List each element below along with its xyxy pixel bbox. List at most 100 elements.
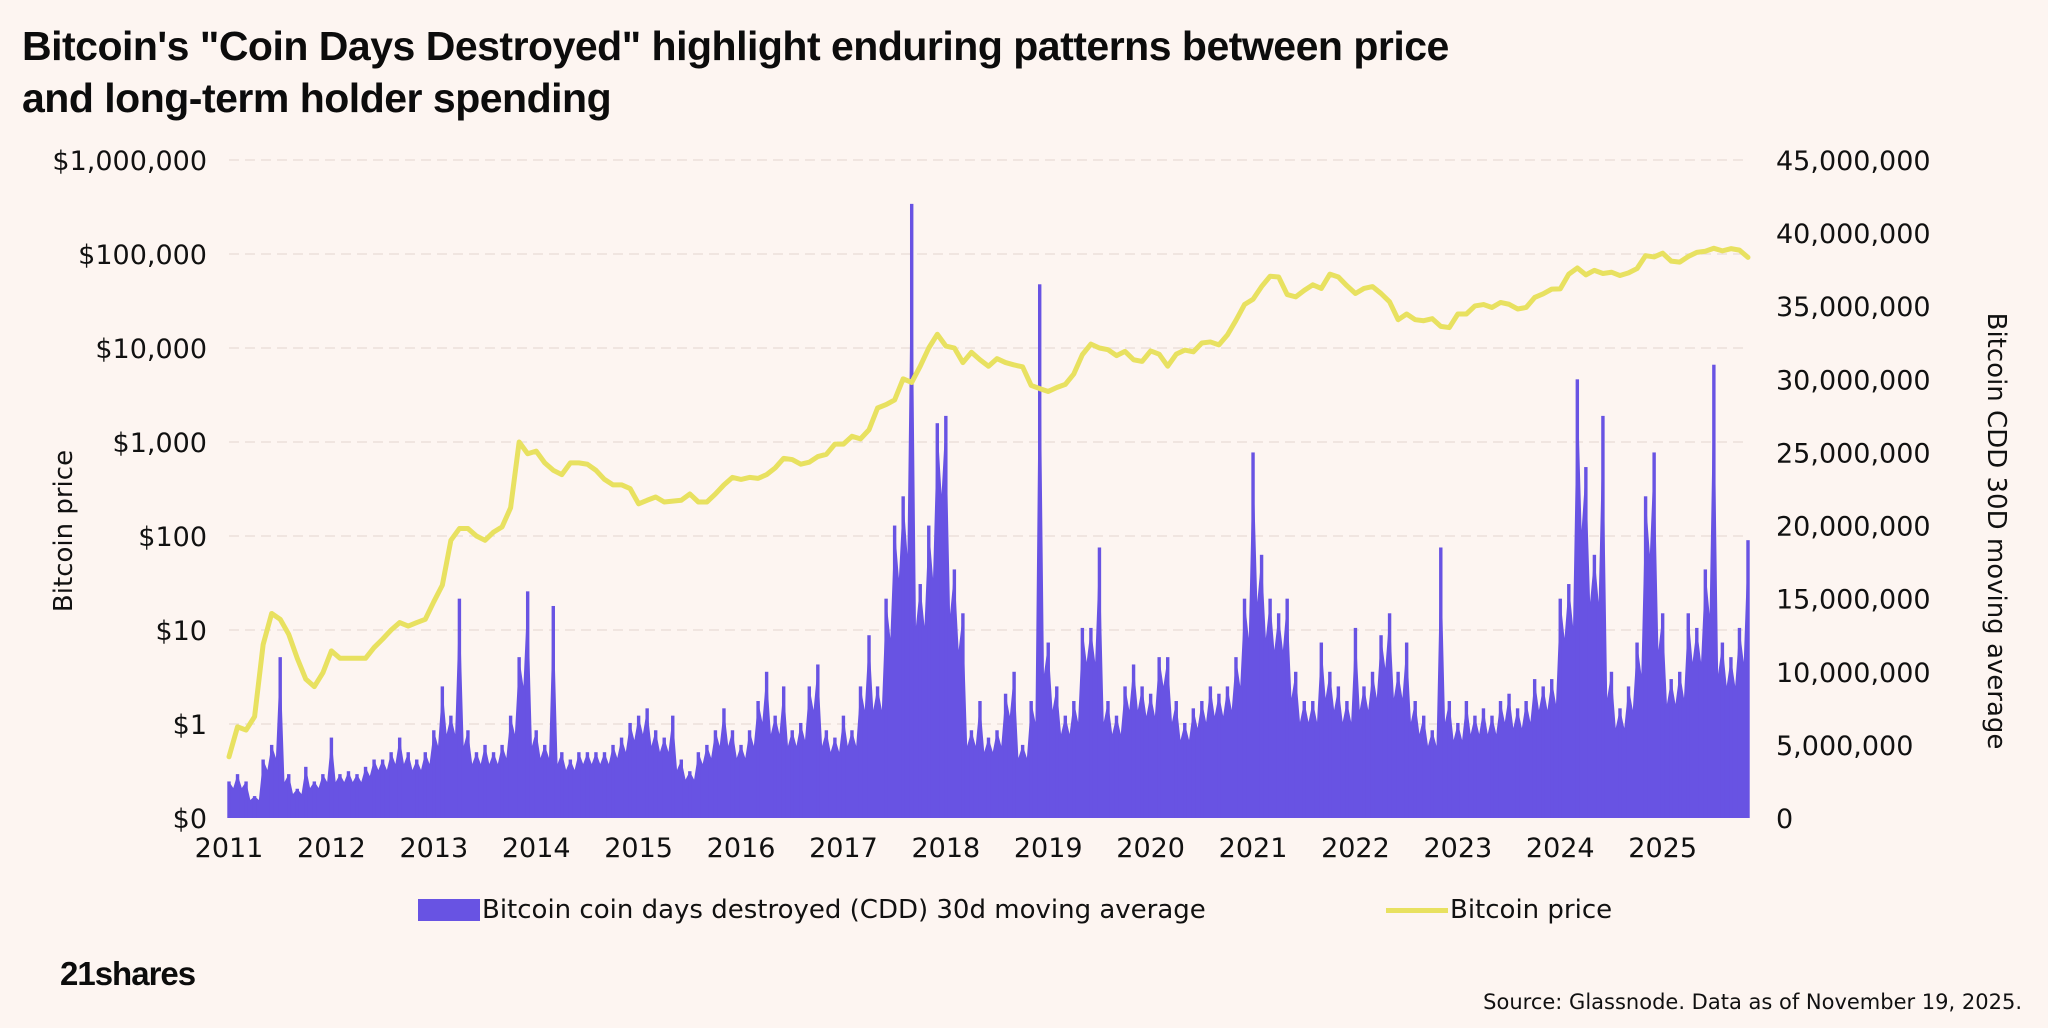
cdd-bar: [1242, 598, 1247, 818]
cdd-bar: [1200, 701, 1204, 818]
right-axis-title: Bitcoin CDD 30D moving average: [1981, 313, 2011, 750]
cdd-bar: [1729, 657, 1733, 818]
cdd-bar: [560, 752, 564, 818]
price-series: [226, 245, 1751, 760]
cdd-bar: [338, 774, 342, 818]
logo: 21shares: [60, 955, 196, 992]
cdd-bar: [1012, 671, 1016, 818]
cdd-bar: [1422, 715, 1426, 818]
right-axis-tick-label: 25,000,000: [1776, 438, 1931, 469]
right-axis-tick-label: 30,000,000: [1776, 365, 1931, 396]
right-axis-ticks: 0 5,000,000 10,000,000 15,000,000 20,000,000…: [1776, 146, 1931, 835]
cdd-bar: [816, 664, 820, 818]
cdd-bar: [807, 686, 811, 818]
cdd-bar: [594, 752, 598, 818]
cdd-bar: [602, 752, 607, 818]
cdd-bar: [329, 737, 334, 818]
cdd-bar: [466, 730, 470, 818]
cdd-bar: [1669, 679, 1673, 818]
cdd-bar: [1345, 701, 1349, 818]
cdd-bar: [961, 613, 965, 818]
cdd-bar: [1319, 642, 1324, 818]
x-axis-tick-label: 2015: [604, 833, 673, 864]
cdd-bar: [679, 759, 683, 818]
cdd-bar: [918, 584, 922, 818]
cdd-bar: [892, 525, 897, 818]
cdd-bar: [577, 752, 581, 818]
cdd-bar: [1498, 701, 1503, 818]
legend-item-cdd: Bitcoin coin days destroyed (CDD) 30d mo…: [418, 895, 1206, 925]
cdd-bar: [986, 737, 991, 818]
cdd-bar: [1285, 598, 1289, 818]
cdd-bar: [295, 788, 299, 818]
cdd-bar: [1686, 613, 1690, 818]
cdd-bar: [1191, 708, 1196, 818]
cdd-bar: [1072, 701, 1076, 818]
cdd-bar: [850, 730, 854, 818]
cdd-bar: [1439, 547, 1443, 818]
cdd-bar: [269, 744, 274, 818]
cdd-bar: [730, 730, 735, 818]
cdd-bar: [1003, 693, 1008, 818]
cdd-bar: [1183, 722, 1187, 818]
cdd-bar: [1276, 613, 1281, 818]
cdd-bar: [1362, 686, 1366, 818]
cdd-bar: [1592, 554, 1597, 818]
right-axis-tick-label: 35,000,000: [1776, 292, 1931, 323]
cdd-bar: [1524, 701, 1528, 818]
cdd-series: [227, 203, 1750, 818]
right-axis-tick-label: 5,000,000: [1776, 731, 1913, 762]
cdd-bar: [1746, 540, 1750, 818]
cdd-bar: [1712, 364, 1716, 818]
cdd-bar: [508, 715, 513, 818]
cdd-bar: [1140, 686, 1144, 818]
cdd-bar: [1370, 671, 1375, 818]
cdd-bar: [389, 752, 393, 818]
cdd-bar: [1618, 708, 1622, 818]
cdd-bar: [696, 752, 701, 818]
cdd-bar: [1234, 657, 1238, 818]
cdd-bar: [858, 686, 863, 818]
cdd-bar: [449, 715, 453, 818]
cdd-bar: [244, 781, 248, 818]
cdd-bar: [1063, 715, 1068, 818]
cdd-bar: [585, 752, 590, 818]
x-axis-tick-label: 2016: [707, 833, 776, 864]
cdd-bar: [1643, 496, 1648, 818]
cdd-bar: [833, 737, 837, 818]
cdd-bar: [1456, 722, 1460, 818]
cdd-bar: [952, 569, 957, 818]
cdd-bar: [1473, 715, 1477, 818]
cdd-bar: [1080, 627, 1085, 818]
cdd-bar: [457, 598, 462, 818]
cdd-bar: [705, 744, 709, 818]
cdd-bar: [764, 671, 769, 818]
cdd-bar: [1626, 686, 1631, 818]
cdd-bar: [1114, 715, 1119, 818]
left-axis-tick-label: $10,000: [95, 334, 207, 365]
cdd-bar: [1703, 569, 1708, 818]
cdd-bar: [432, 730, 436, 818]
cdd-bar: [1225, 686, 1230, 818]
cdd-bar: [1584, 467, 1588, 818]
cdd-bar: [1208, 686, 1213, 818]
cdd-bar: [380, 759, 385, 818]
cdd-bar: [927, 525, 931, 818]
cdd-bar: [1720, 642, 1725, 818]
cdd-bar: [867, 635, 871, 818]
cdd-bar: [1404, 642, 1409, 818]
cdd-bar: [1336, 686, 1341, 818]
x-axis-tick-label: 2021: [1219, 833, 1288, 864]
left-axis-title: Bitcoin price: [49, 450, 79, 612]
right-axis-tick-label: 0: [1776, 804, 1793, 835]
cdd-bar: [944, 415, 948, 818]
cdd-bar: [1037, 284, 1042, 818]
cdd-bar: [653, 730, 658, 818]
cdd-bar: [619, 737, 624, 818]
cdd-bar: [739, 744, 743, 818]
cdd-bar: [1652, 452, 1656, 818]
legend-label-price: Bitcoin price: [1450, 895, 1613, 925]
cdd-bar: [1148, 693, 1153, 818]
legend-label-cdd: Bitcoin coin days destroyed (CDD) 30d mo…: [482, 895, 1206, 925]
cdd-bar: [978, 701, 982, 818]
